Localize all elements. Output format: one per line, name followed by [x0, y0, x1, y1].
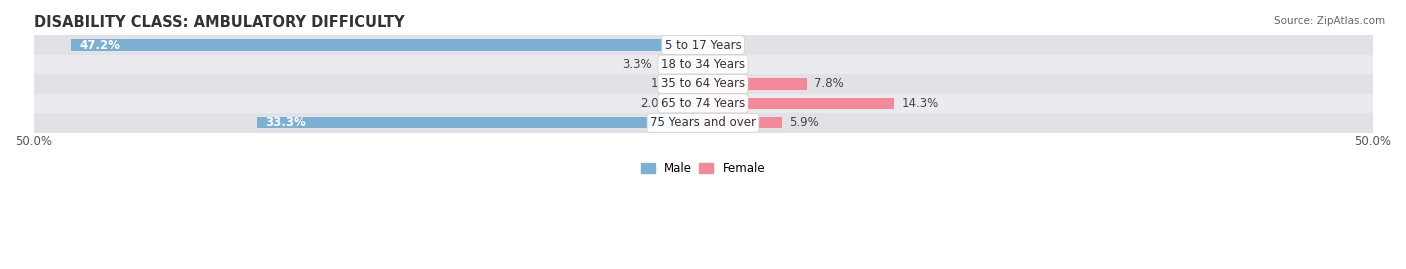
Bar	[703, 78, 807, 90]
Text: 47.2%: 47.2%	[79, 38, 120, 52]
Bar	[34, 94, 1372, 113]
Bar	[34, 113, 1372, 133]
Text: 0.0%: 0.0%	[710, 38, 740, 52]
Text: 1.2%: 1.2%	[651, 77, 681, 90]
Text: 35 to 64 Years: 35 to 64 Years	[661, 77, 745, 90]
Text: 18 to 34 Years: 18 to 34 Years	[661, 58, 745, 71]
Bar	[70, 40, 703, 51]
Bar	[34, 35, 1372, 55]
Bar	[34, 55, 1372, 74]
Text: 2.0%: 2.0%	[640, 97, 669, 110]
Bar	[703, 98, 894, 109]
Text: 3.3%: 3.3%	[623, 58, 652, 71]
Text: Source: ZipAtlas.com: Source: ZipAtlas.com	[1274, 16, 1385, 26]
Text: 65 to 74 Years: 65 to 74 Years	[661, 97, 745, 110]
Text: 33.3%: 33.3%	[266, 116, 307, 129]
Text: 14.3%: 14.3%	[901, 97, 938, 110]
Bar	[703, 117, 782, 129]
Text: 0.0%: 0.0%	[710, 58, 740, 71]
Text: 75 Years and over: 75 Years and over	[650, 116, 756, 129]
Bar	[34, 74, 1372, 94]
Text: DISABILITY CLASS: AMBULATORY DIFFICULTY: DISABILITY CLASS: AMBULATORY DIFFICULTY	[34, 15, 404, 30]
Text: 7.8%: 7.8%	[814, 77, 844, 90]
Legend: Male, Female: Male, Female	[636, 158, 770, 180]
Text: 5 to 17 Years: 5 to 17 Years	[665, 38, 741, 52]
Bar	[659, 59, 703, 70]
Bar	[676, 98, 703, 109]
Text: 5.9%: 5.9%	[789, 116, 818, 129]
Bar	[257, 117, 703, 129]
Bar	[688, 78, 703, 90]
